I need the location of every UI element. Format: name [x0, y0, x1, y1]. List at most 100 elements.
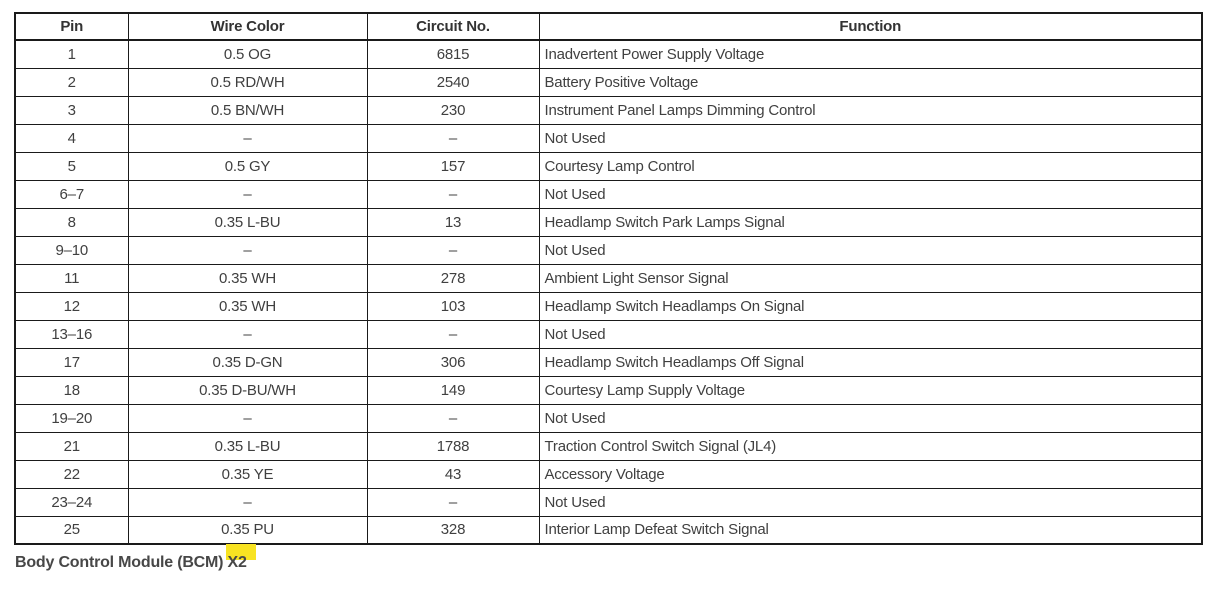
function-cell: Not Used — [538, 319, 1203, 349]
function-cell: Headlamp Switch Headlamps On Signal — [538, 291, 1203, 321]
caption-text: Body Control Module (BCM) — [15, 554, 228, 571]
pin-cell: 25 — [14, 515, 129, 545]
wire-color-cell: 0.5 OG — [127, 39, 368, 69]
table-header: Pin Wire Color Circuit No. Function — [14, 12, 1203, 41]
circuit-no-cell: – — [366, 319, 540, 349]
pin-cell: 5 — [14, 151, 129, 181]
table-row: 12 0.35 WH 103 Headlamp Switch Headlamps On… — [14, 291, 1203, 321]
circuit-no-cell: – — [366, 487, 540, 517]
wire-color-cell: 0.35 PU — [127, 515, 368, 545]
wire-color-cell: – — [127, 123, 368, 153]
circuit-no-cell: – — [366, 179, 540, 209]
function-cell: Headlamp Switch Headlamps Off Signal — [538, 347, 1203, 377]
wire-color-cell: 0.35 WH — [127, 263, 368, 293]
table-row: 1 0.5 OG 6815 Inadvertent Power Supply Volt… — [14, 39, 1203, 69]
column-header-function: Function — [538, 12, 1203, 41]
function-cell: Not Used — [538, 487, 1203, 517]
function-cell: Not Used — [538, 403, 1203, 433]
wire-color-cell: 0.35 L-BU — [127, 431, 368, 461]
function-cell: Battery Positive Voltage — [538, 67, 1203, 97]
table-row: 8 0.35 L-BU 13 Headlamp Switch Park Lamps S… — [14, 207, 1203, 237]
table-row: 17 0.35 D-GN 306 Headlamp Switch Headlamps … — [14, 347, 1203, 377]
wire-color-cell: 0.5 RD/WH — [127, 67, 368, 97]
pin-cell: 21 — [14, 431, 129, 461]
function-cell: Instrument Panel Lamps Dimming Control — [538, 95, 1203, 125]
pin-cell: 13–16 — [14, 319, 129, 349]
table-row: 25 0.35 PU 328 Interior Lamp Defeat Switch … — [14, 515, 1203, 545]
circuit-no-cell: – — [366, 123, 540, 153]
function-cell: Ambient Light Sensor Signal — [538, 263, 1203, 293]
circuit-no-cell: 157 — [366, 151, 540, 181]
table-row: 9–10– – Not Used — [14, 235, 1203, 265]
column-header-circuit-no: Circuit No. — [366, 12, 540, 41]
wire-color-cell: 0.5 GY — [127, 151, 368, 181]
pin-cell: 22 — [14, 459, 129, 489]
circuit-no-cell: 103 — [366, 291, 540, 321]
table-row: 3 0.5 BN/WH 230 Instrument Panel Lamps Dimm… — [14, 95, 1203, 125]
table-row: 6–7– – Not Used — [14, 179, 1203, 209]
circuit-no-cell: 13 — [366, 207, 540, 237]
table-row: 21 0.35 L-BU 1788 Traction Control Switch S… — [14, 431, 1203, 461]
wire-color-cell: – — [127, 403, 368, 433]
circuit-no-cell: – — [366, 403, 540, 433]
table-row: 5 0.5 GY 157 Courtesy Lamp Control — [14, 151, 1203, 181]
pin-cell: 17 — [14, 347, 129, 377]
function-cell: Traction Control Switch Signal (JL4) — [538, 431, 1203, 461]
wire-color-cell: 0.35 L-BU — [127, 207, 368, 237]
pin-cell: 3 — [14, 95, 129, 125]
table-row: 4– – Not Used — [14, 123, 1203, 153]
column-header-wire-color: Wire Color — [127, 12, 368, 41]
circuit-no-cell: 306 — [366, 347, 540, 377]
pin-cell: 4 — [14, 123, 129, 153]
table-row: 18 0.35 D-BU/WH 149 Courtesy Lamp Supply Vo… — [14, 375, 1203, 405]
pin-cell: 6–7 — [14, 179, 129, 209]
function-cell: Courtesy Lamp Supply Voltage — [538, 375, 1203, 405]
wire-color-cell: 0.35 WH — [127, 291, 368, 321]
table-caption: Body Control Module (BCM) X2 — [14, 554, 1220, 572]
circuit-no-cell: 43 — [366, 459, 540, 489]
function-cell: Not Used — [538, 235, 1203, 265]
circuit-no-cell: 230 — [366, 95, 540, 125]
circuit-no-cell: 6815 — [366, 39, 540, 69]
function-cell: Not Used — [538, 123, 1203, 153]
pin-cell: 1 — [14, 39, 129, 69]
table-row: 11 0.35 WH 278 Ambient Light Sensor Signal — [14, 263, 1203, 293]
caption-highlighted-text: X2 — [227, 554, 247, 571]
pin-cell: 23–24 — [14, 487, 129, 517]
wire-color-cell: – — [127, 235, 368, 265]
pin-cell: 18 — [14, 375, 129, 405]
wire-color-cell: 0.5 BN/WH — [127, 95, 368, 125]
table-row: 23–24– – Not Used — [14, 487, 1203, 517]
pin-cell: 9–10 — [14, 235, 129, 265]
circuit-no-cell: 2540 — [366, 67, 540, 97]
circuit-no-cell: – — [366, 235, 540, 265]
pinout-table: Pin Wire Color Circuit No. Function 1 0.5… — [14, 12, 1203, 545]
function-cell: Not Used — [538, 179, 1203, 209]
wire-color-cell: 0.35 D-GN — [127, 347, 368, 377]
table-body: 1 0.5 OG 6815 Inadvertent Power Supply Volt… — [14, 39, 1203, 545]
pin-cell: 2 — [14, 67, 129, 97]
table-row: 2 0.5 RD/WH 2540 Battery Positive Voltage — [14, 67, 1203, 97]
pin-cell: 12 — [14, 291, 129, 321]
wire-color-cell: 0.35 YE — [127, 459, 368, 489]
pin-cell: 8 — [14, 207, 129, 237]
circuit-no-cell: 278 — [366, 263, 540, 293]
table-row: 19–20– – Not Used — [14, 403, 1203, 433]
pin-cell: 11 — [14, 263, 129, 293]
page: Pin Wire Color Circuit No. Function 1 0.5… — [0, 0, 1220, 572]
pin-cell: 19–20 — [14, 403, 129, 433]
function-cell: Courtesy Lamp Control — [538, 151, 1203, 181]
table-row: 22 0.35 YE 43 Accessory Voltage — [14, 459, 1203, 489]
header-row: Pin Wire Color Circuit No. Function — [14, 12, 1203, 41]
circuit-no-cell: 149 — [366, 375, 540, 405]
circuit-no-cell: 1788 — [366, 431, 540, 461]
table-row: 13–16– – Not Used — [14, 319, 1203, 349]
wire-color-cell: 0.35 D-BU/WH — [127, 375, 368, 405]
wire-color-cell: – — [127, 179, 368, 209]
function-cell: Interior Lamp Defeat Switch Signal — [538, 515, 1203, 545]
circuit-no-cell: 328 — [366, 515, 540, 545]
function-cell: Headlamp Switch Park Lamps Signal — [538, 207, 1203, 237]
column-header-pin: Pin — [14, 12, 129, 41]
wire-color-cell: – — [127, 487, 368, 517]
function-cell: Accessory Voltage — [538, 459, 1203, 489]
